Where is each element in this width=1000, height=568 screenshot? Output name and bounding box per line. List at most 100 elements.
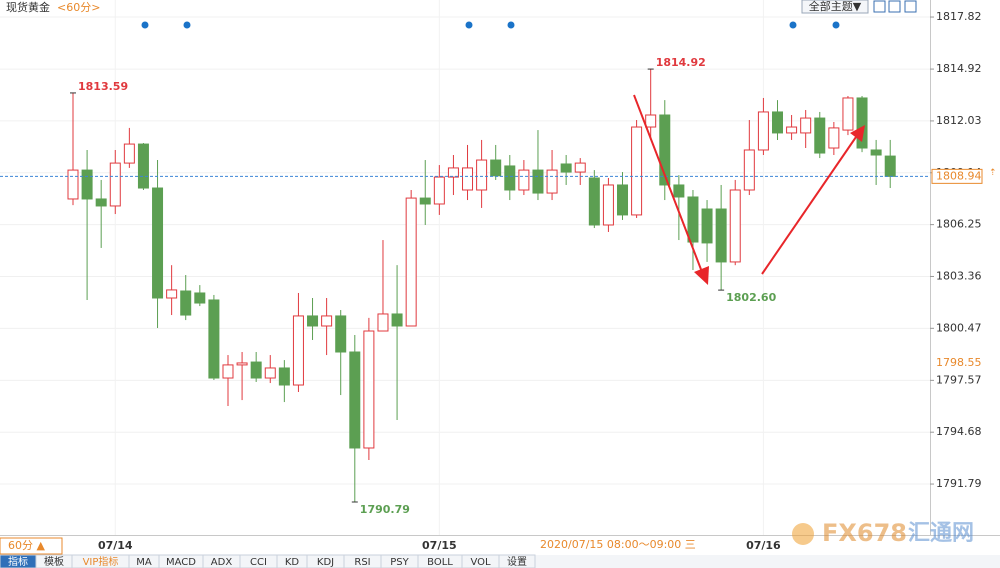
candle-body (109, 162, 121, 207)
last-price-arrow: ⇡ (989, 168, 997, 178)
tab[interactable] (498, 554, 536, 568)
tab-label[interactable]: BOLL (427, 557, 453, 568)
tab-label[interactable]: MA (136, 557, 152, 568)
candle-body (786, 126, 798, 134)
trend-arrows (633, 94, 865, 285)
event-dot[interactable] (183, 21, 191, 29)
candle-body (278, 367, 290, 386)
candle-body (95, 198, 107, 207)
candle-body (884, 155, 896, 177)
candle-body (560, 163, 572, 173)
toolbar-icons (873, 0, 917, 13)
tabs: 指标 模板 VIP指标 MA MACD ADX CCI KD KDJ RSI PSY BOLL VOL 设… (0, 554, 536, 568)
event-dot[interactable] (832, 21, 840, 29)
candle-body (194, 292, 206, 304)
candle-body (222, 364, 234, 379)
candle-body (729, 189, 741, 263)
theme-button[interactable]: 全部主题▼ (809, 0, 862, 13)
candle-body (180, 290, 192, 316)
tab-label[interactable]: MACD (166, 557, 196, 568)
candle-body (659, 114, 671, 186)
candle-body (462, 167, 474, 191)
reference-price-label: 1798.55 (936, 356, 982, 369)
chart-title: 现货黄金 (6, 0, 50, 14)
candle-body (123, 143, 135, 164)
tab-label[interactable]: 设置 (507, 556, 527, 568)
period-button[interactable]: 60分 ▲ (8, 539, 45, 552)
tab-label[interactable]: VIP指标 (83, 555, 119, 568)
candle-body (476, 159, 488, 191)
candle-body (81, 169, 93, 200)
candle-body (842, 97, 854, 131)
tab-label[interactable]: VOL (470, 557, 491, 568)
x-tick-label: 07/16 (746, 539, 781, 552)
tab-label[interactable]: PSY (390, 557, 409, 568)
tab-label[interactable]: 模板 (44, 555, 64, 568)
candle-body (588, 177, 600, 226)
candle-body (504, 165, 516, 191)
candle-body (546, 169, 558, 194)
candle-body (307, 315, 319, 327)
arrow-line (761, 136, 857, 275)
event-dot[interactable] (465, 21, 473, 29)
extreme-label: 1790.79 (360, 503, 410, 516)
candle-body (490, 159, 502, 177)
event-dot[interactable] (141, 21, 149, 29)
event-markers (141, 21, 840, 29)
tab-label[interactable]: KDJ (317, 557, 334, 568)
watermark-logo (792, 523, 814, 545)
tab-label[interactable]: CCI (250, 557, 267, 568)
icon[interactable] (904, 0, 917, 13)
candle-body (363, 330, 375, 449)
candle-body (250, 361, 262, 379)
tab-label[interactable]: ADX (211, 557, 233, 568)
watermark-text: FX678 (822, 519, 907, 547)
candle-body (321, 315, 333, 327)
candle-body (335, 315, 347, 353)
period-button-box[interactable] (0, 537, 63, 555)
candle-body (292, 315, 304, 386)
candle-body (673, 184, 685, 198)
candle-body (701, 208, 713, 244)
chart-subtitle: <60分> (57, 1, 100, 14)
extreme-label: 1802.60 (726, 291, 776, 304)
candle-body (814, 117, 826, 154)
plot: 1817.821814.921812.031809.141806.251803.… (0, 0, 997, 552)
watermark: FX678 汇通网 (792, 519, 974, 547)
icon[interactable] (873, 0, 886, 13)
candle-body (828, 127, 840, 149)
y-tick-label: 1791.79 (936, 477, 982, 490)
candle-body (800, 117, 812, 134)
candle-body (870, 149, 882, 156)
event-dot[interactable] (789, 21, 797, 29)
candle-body (152, 187, 164, 299)
y-tick-label: 1812.03 (936, 114, 982, 127)
y-tick-label: 1803.36 (936, 269, 982, 282)
y-tick-label: 1817.82 (936, 10, 982, 23)
y-tick-label: 1806.25 (936, 218, 982, 231)
icon[interactable] (888, 0, 901, 13)
theme-button-box[interactable] (801, 0, 869, 14)
candle-body (166, 289, 178, 299)
candle-body (67, 169, 79, 200)
tab-label[interactable]: KD (285, 557, 300, 568)
tab-label[interactable]: 指标 (8, 555, 28, 568)
candle-body (631, 126, 643, 216)
candle-body (856, 97, 868, 149)
y-tick-label: 1797.57 (936, 373, 982, 386)
candle-body (574, 162, 586, 173)
event-dot[interactable] (507, 21, 515, 29)
candle-body (772, 111, 783, 134)
candle-body (264, 367, 276, 379)
candle-body (405, 197, 417, 327)
candle-body (743, 149, 755, 191)
candle-body (687, 196, 699, 243)
tab-label[interactable]: RSI (354, 557, 370, 568)
candle-body (617, 184, 629, 216)
x-tick-label: 07/15 (422, 539, 457, 552)
candle-body (602, 184, 614, 226)
y-tick-label: 1800.47 (936, 321, 982, 334)
candle-body (518, 169, 530, 191)
